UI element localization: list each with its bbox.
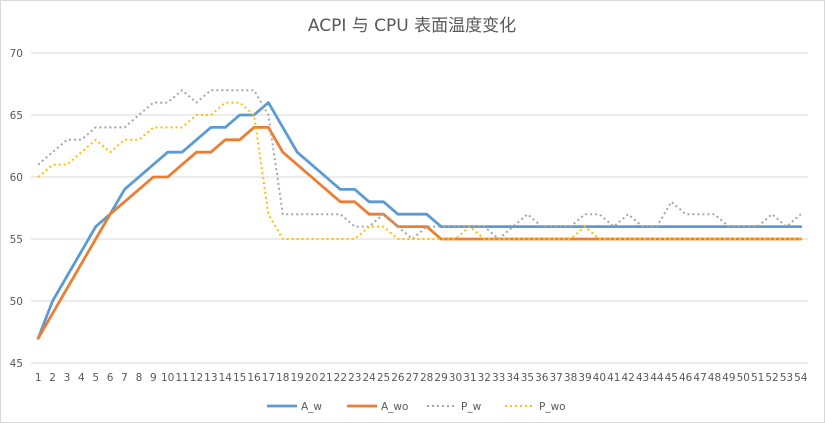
x-tick-label: 41	[607, 372, 620, 384]
series-line-a-wo	[36, 126, 803, 340]
x-tick-label: 18	[276, 372, 289, 384]
x-tick-label: 52	[765, 372, 778, 384]
x-tick-label: 17	[262, 372, 275, 384]
series-line-p-w	[37, 89, 802, 240]
x-tick-label: 12	[190, 372, 203, 384]
x-tick-label: 37	[550, 372, 563, 384]
y-tick-label: 50	[10, 296, 23, 308]
x-tick-label: 4	[78, 372, 85, 384]
x-tick-label: 10	[161, 372, 174, 384]
x-tick-label: 35	[521, 372, 534, 384]
legend-label: A_w	[301, 401, 322, 413]
x-tick-label: 42	[621, 372, 634, 384]
y-tick-label: 60	[10, 172, 23, 184]
x-tick-label: 53	[780, 372, 793, 384]
x-tick-label: 26	[391, 372, 405, 384]
x-tick-label: 25	[377, 372, 390, 384]
x-tick-label: 31	[463, 372, 476, 384]
x-tick-label: 14	[219, 372, 233, 384]
legend: A_w A_wo P_w P_wo	[267, 401, 566, 413]
x-tick-label: 36	[535, 372, 549, 384]
series-line-p-wo	[37, 101, 801, 240]
x-tick-label: 49	[722, 372, 735, 384]
x-tick-label: 11	[175, 372, 188, 384]
x-tick-label: 43	[636, 372, 649, 384]
y-tick-label: 45	[10, 358, 23, 370]
y-tick-label: 65	[10, 110, 23, 122]
x-tick-label: 3	[64, 372, 71, 384]
x-tick-label: 50	[737, 372, 750, 384]
y-tick-label: 55	[10, 234, 23, 246]
x-tick-label: 5	[92, 372, 99, 384]
x-tick-label: 28	[420, 372, 433, 384]
y-tick-label: 70	[10, 48, 23, 60]
legend-label: A_wo	[381, 401, 408, 413]
x-tick-label: 29	[434, 372, 447, 384]
x-tick-label: 6	[107, 372, 114, 384]
x-tick-label: 20	[305, 372, 318, 384]
x-tick-label: 32	[478, 372, 491, 384]
x-tick-label: 24	[362, 372, 376, 384]
x-tick-label: 44	[650, 372, 664, 384]
x-tick-label: 40	[593, 372, 606, 384]
x-tick-label: 39	[578, 372, 591, 384]
x-tick-label: 46	[679, 372, 693, 384]
x-tick-label: 30	[449, 372, 462, 384]
x-tick-label: 22	[334, 372, 347, 384]
legend-label: P_wo	[539, 401, 566, 413]
legend-label: P_w	[461, 401, 482, 413]
x-tick-label: 13	[204, 372, 217, 384]
series-line-a-w	[36, 101, 803, 340]
x-tick-label: 33	[492, 372, 505, 384]
x-axis-ticks: 1 2 3 4 5 6 7 8 9 10 11 12 13 14 15 16 17 18 19 20 21 22 23 24 2…	[35, 372, 808, 384]
x-tick-label: 34	[506, 372, 520, 384]
chart-title: ACPI 与 CPU 表面温度变化	[308, 16, 516, 36]
x-tick-label: 48	[708, 372, 721, 384]
x-tick-label: 19	[291, 372, 304, 384]
gridlines	[31, 52, 808, 364]
x-tick-label: 51	[751, 372, 764, 384]
x-tick-label: 38	[564, 372, 577, 384]
x-tick-label: 8	[136, 372, 143, 384]
x-tick-label: 2	[49, 372, 56, 384]
x-tick-label: 9	[150, 372, 157, 384]
x-tick-label: 47	[693, 372, 706, 384]
x-tick-label: 16	[247, 372, 261, 384]
x-tick-label: 7	[121, 372, 128, 384]
x-tick-label: 1	[35, 372, 42, 384]
x-tick-label: 23	[348, 372, 361, 384]
series-lines	[36, 89, 803, 340]
y-axis-ticks: 45 50 55 60 65 70	[10, 48, 23, 370]
x-tick-label: 54	[794, 372, 808, 384]
x-tick-label: 27	[406, 372, 419, 384]
x-tick-label: 15	[233, 372, 246, 384]
x-tick-label: 21	[319, 372, 332, 384]
x-tick-label: 45	[665, 372, 678, 384]
